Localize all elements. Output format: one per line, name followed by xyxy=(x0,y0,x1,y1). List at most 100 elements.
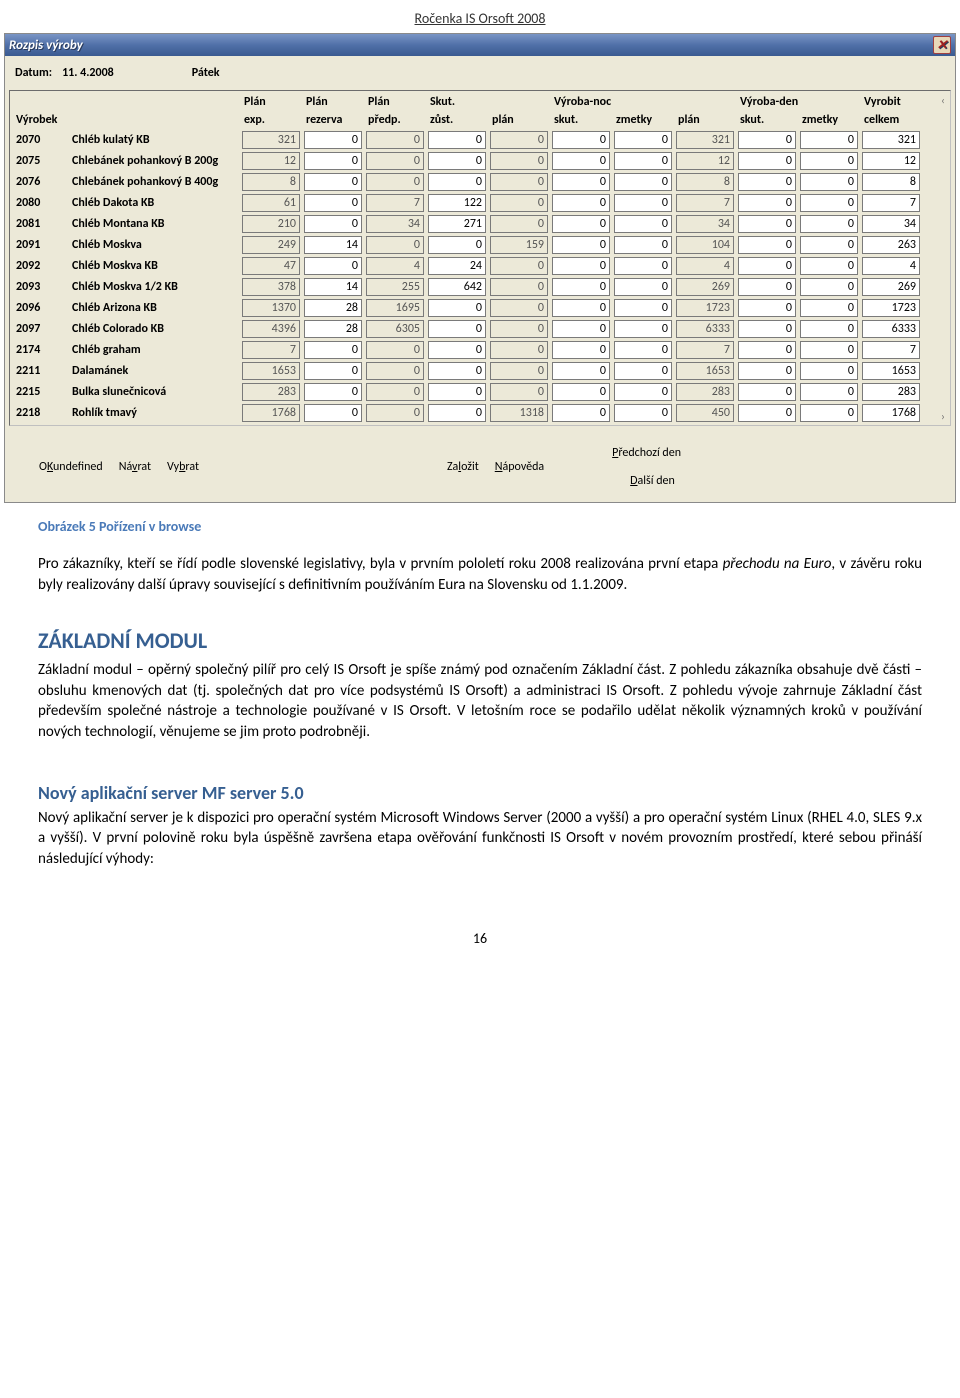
value-input[interactable] xyxy=(800,404,858,422)
value-input[interactable] xyxy=(304,215,362,233)
value-input[interactable] xyxy=(738,173,796,191)
value-input[interactable] xyxy=(614,173,672,191)
value-input[interactable] xyxy=(428,152,486,170)
value-input[interactable] xyxy=(614,152,672,170)
ok-button[interactable]: OKundefined xyxy=(37,458,105,476)
value-input[interactable] xyxy=(738,320,796,338)
value-input[interactable] xyxy=(428,194,486,212)
close-button[interactable]: ✕ xyxy=(933,36,951,54)
value-input[interactable] xyxy=(614,236,672,254)
value-input[interactable] xyxy=(614,299,672,317)
value-input[interactable] xyxy=(304,194,362,212)
value-input[interactable] xyxy=(862,278,920,296)
value-input[interactable] xyxy=(738,257,796,275)
value-input[interactable] xyxy=(614,341,672,359)
value-input[interactable] xyxy=(862,236,920,254)
value-input[interactable] xyxy=(738,404,796,422)
value-input[interactable] xyxy=(428,299,486,317)
value-input[interactable] xyxy=(552,236,610,254)
value-input[interactable] xyxy=(738,383,796,401)
value-input[interactable] xyxy=(304,152,362,170)
vybrat-button[interactable]: Vybrat xyxy=(165,458,201,476)
value-input[interactable] xyxy=(304,362,362,380)
value-input[interactable] xyxy=(552,131,610,149)
value-input[interactable] xyxy=(862,341,920,359)
value-input[interactable] xyxy=(552,299,610,317)
value-input[interactable] xyxy=(428,320,486,338)
value-input[interactable] xyxy=(304,299,362,317)
value-input[interactable] xyxy=(304,404,362,422)
value-input[interactable] xyxy=(304,320,362,338)
value-input[interactable] xyxy=(800,299,858,317)
value-input[interactable] xyxy=(614,278,672,296)
value-input[interactable] xyxy=(738,278,796,296)
value-input[interactable] xyxy=(614,320,672,338)
value-input[interactable] xyxy=(738,194,796,212)
value-input[interactable] xyxy=(614,215,672,233)
navrat-button[interactable]: Návrat xyxy=(117,458,153,476)
value-input[interactable] xyxy=(800,236,858,254)
value-input[interactable] xyxy=(614,362,672,380)
value-input[interactable] xyxy=(552,341,610,359)
value-input[interactable] xyxy=(304,257,362,275)
value-input[interactable] xyxy=(428,215,486,233)
napoveda-button[interactable]: Nápověda xyxy=(493,458,546,476)
value-input[interactable] xyxy=(738,152,796,170)
value-input[interactable] xyxy=(428,257,486,275)
value-input[interactable] xyxy=(862,173,920,191)
value-input[interactable] xyxy=(800,383,858,401)
value-input[interactable] xyxy=(614,404,672,422)
value-input[interactable] xyxy=(738,236,796,254)
predchozi-button[interactable]: Předchozí den xyxy=(610,444,683,462)
value-input[interactable] xyxy=(800,152,858,170)
value-input[interactable] xyxy=(552,215,610,233)
value-input[interactable] xyxy=(800,194,858,212)
value-input[interactable] xyxy=(552,383,610,401)
dalsi-button[interactable]: Další den xyxy=(628,472,683,490)
value-input[interactable] xyxy=(862,131,920,149)
value-input[interactable] xyxy=(428,236,486,254)
value-input[interactable] xyxy=(862,383,920,401)
value-input[interactable] xyxy=(862,404,920,422)
zalozit-button[interactable]: Založit xyxy=(445,458,481,476)
value-input[interactable] xyxy=(304,236,362,254)
value-input[interactable] xyxy=(862,362,920,380)
value-input[interactable] xyxy=(862,257,920,275)
value-input[interactable] xyxy=(304,173,362,191)
value-input[interactable] xyxy=(428,404,486,422)
value-input[interactable] xyxy=(862,194,920,212)
value-input[interactable] xyxy=(304,383,362,401)
value-input[interactable] xyxy=(428,383,486,401)
value-input[interactable] xyxy=(862,152,920,170)
value-input[interactable] xyxy=(862,215,920,233)
value-input[interactable] xyxy=(552,362,610,380)
value-input[interactable] xyxy=(800,173,858,191)
value-input[interactable] xyxy=(552,173,610,191)
value-input[interactable] xyxy=(862,299,920,317)
value-input[interactable] xyxy=(304,131,362,149)
value-input[interactable] xyxy=(428,362,486,380)
value-input[interactable] xyxy=(428,131,486,149)
value-input[interactable] xyxy=(552,152,610,170)
value-input[interactable] xyxy=(552,194,610,212)
value-input[interactable] xyxy=(738,299,796,317)
scroll-up-icon[interactable]: ‹ xyxy=(936,93,950,107)
value-input[interactable] xyxy=(800,278,858,296)
value-input[interactable] xyxy=(428,173,486,191)
value-input[interactable] xyxy=(428,278,486,296)
value-input[interactable] xyxy=(738,341,796,359)
value-input[interactable] xyxy=(552,257,610,275)
value-input[interactable] xyxy=(304,341,362,359)
value-input[interactable] xyxy=(862,320,920,338)
value-input[interactable] xyxy=(738,362,796,380)
value-input[interactable] xyxy=(614,131,672,149)
value-input[interactable] xyxy=(614,257,672,275)
value-input[interactable] xyxy=(800,320,858,338)
value-input[interactable] xyxy=(800,341,858,359)
value-input[interactable] xyxy=(552,404,610,422)
value-input[interactable] xyxy=(800,215,858,233)
value-input[interactable] xyxy=(428,341,486,359)
value-input[interactable] xyxy=(800,131,858,149)
value-input[interactable] xyxy=(800,257,858,275)
value-input[interactable] xyxy=(800,362,858,380)
